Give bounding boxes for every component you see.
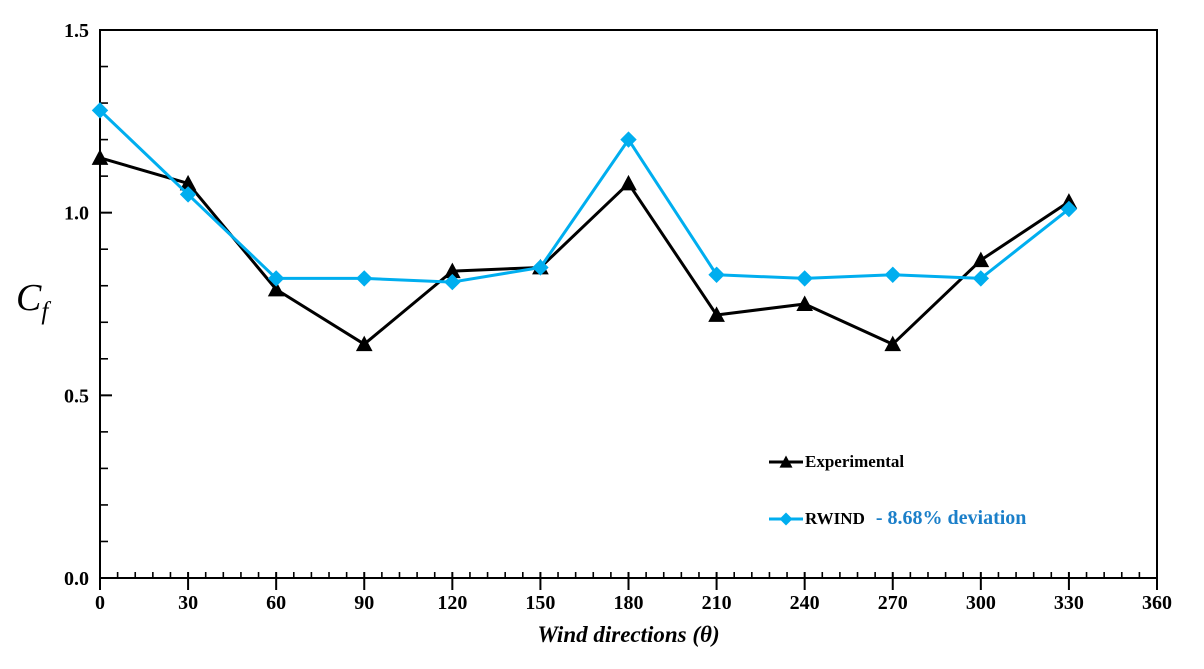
legend-marker-shape xyxy=(779,512,793,525)
series-marker-rwind xyxy=(1060,200,1078,218)
series-marker-rwind xyxy=(972,270,990,287)
x-axis-tick-label: 150 xyxy=(525,592,555,614)
series-marker-rwind xyxy=(708,266,725,283)
legend-item-rwind: RWIND - 8.68% deviation xyxy=(769,507,1026,530)
experimental-line-triangle-icon xyxy=(769,455,803,468)
legend-label-experimental: Experimental xyxy=(805,452,905,471)
series-marker-rwind xyxy=(796,270,813,287)
x-axis-tick-label: 180 xyxy=(614,592,644,614)
x-axis-tick-label: 60 xyxy=(266,592,286,614)
series-marker-rwind xyxy=(356,270,373,287)
series-marker-rwind xyxy=(620,131,637,148)
x-axis-title: Wind directions (θ) xyxy=(537,622,720,647)
series-marker-rwind xyxy=(444,273,461,291)
legend-deviation-text: - 8.68% deviation xyxy=(875,507,1027,529)
series-line-rwind xyxy=(98,109,1070,284)
y-axis-tick-label: 0.5 xyxy=(64,385,89,407)
y-axis-label-main: C xyxy=(16,277,42,319)
series-marker-rwind xyxy=(179,186,197,203)
series-marker-experimental xyxy=(884,335,902,352)
plot-border xyxy=(99,29,1158,579)
x-axis-tick-label: 120 xyxy=(437,592,467,614)
x-axis-tick-label: 330 xyxy=(1054,592,1084,614)
x-axis-tick-label: 90 xyxy=(354,592,374,614)
legend-marker-shape xyxy=(779,455,793,468)
y-axis-tick-label: 1.5 xyxy=(64,20,89,42)
y-axis-tick-label: 1.0 xyxy=(64,203,89,225)
series-marker-rwind xyxy=(91,102,109,119)
series-line-experimental xyxy=(99,156,1070,346)
x-axis-tick-label: 270 xyxy=(878,592,908,614)
y-axis-label-sub: f xyxy=(41,298,49,325)
series-marker-rwind xyxy=(532,259,549,276)
series-marker-experimental xyxy=(620,174,637,191)
x-axis-tick-label: 0 xyxy=(95,592,105,614)
x-axis-tick-label: 300 xyxy=(966,592,996,614)
series-marker-experimental xyxy=(972,251,990,268)
series-marker-rwind xyxy=(884,266,901,283)
rwind-line-diamond-icon xyxy=(769,512,803,525)
series-marker-experimental xyxy=(708,306,725,322)
y-axis-tick-label: 0.0 xyxy=(64,568,89,590)
series-marker-rwind xyxy=(267,270,285,287)
legend-label-rwind: RWIND xyxy=(805,508,865,528)
series-marker-experimental xyxy=(267,280,285,297)
x-axis-tick-label: 30 xyxy=(178,592,198,614)
y-axis-label: Cf xyxy=(16,276,48,326)
x-axis-tick-label: 210 xyxy=(702,592,732,614)
series-marker-experimental xyxy=(91,149,109,165)
series-marker-experimental xyxy=(796,295,814,311)
series-marker-experimental xyxy=(355,335,373,352)
x-axis-tick-label: 240 xyxy=(790,592,820,614)
legend-item-experimental: Experimental xyxy=(769,452,904,472)
x-axis-tick-label: 360 xyxy=(1142,592,1172,614)
